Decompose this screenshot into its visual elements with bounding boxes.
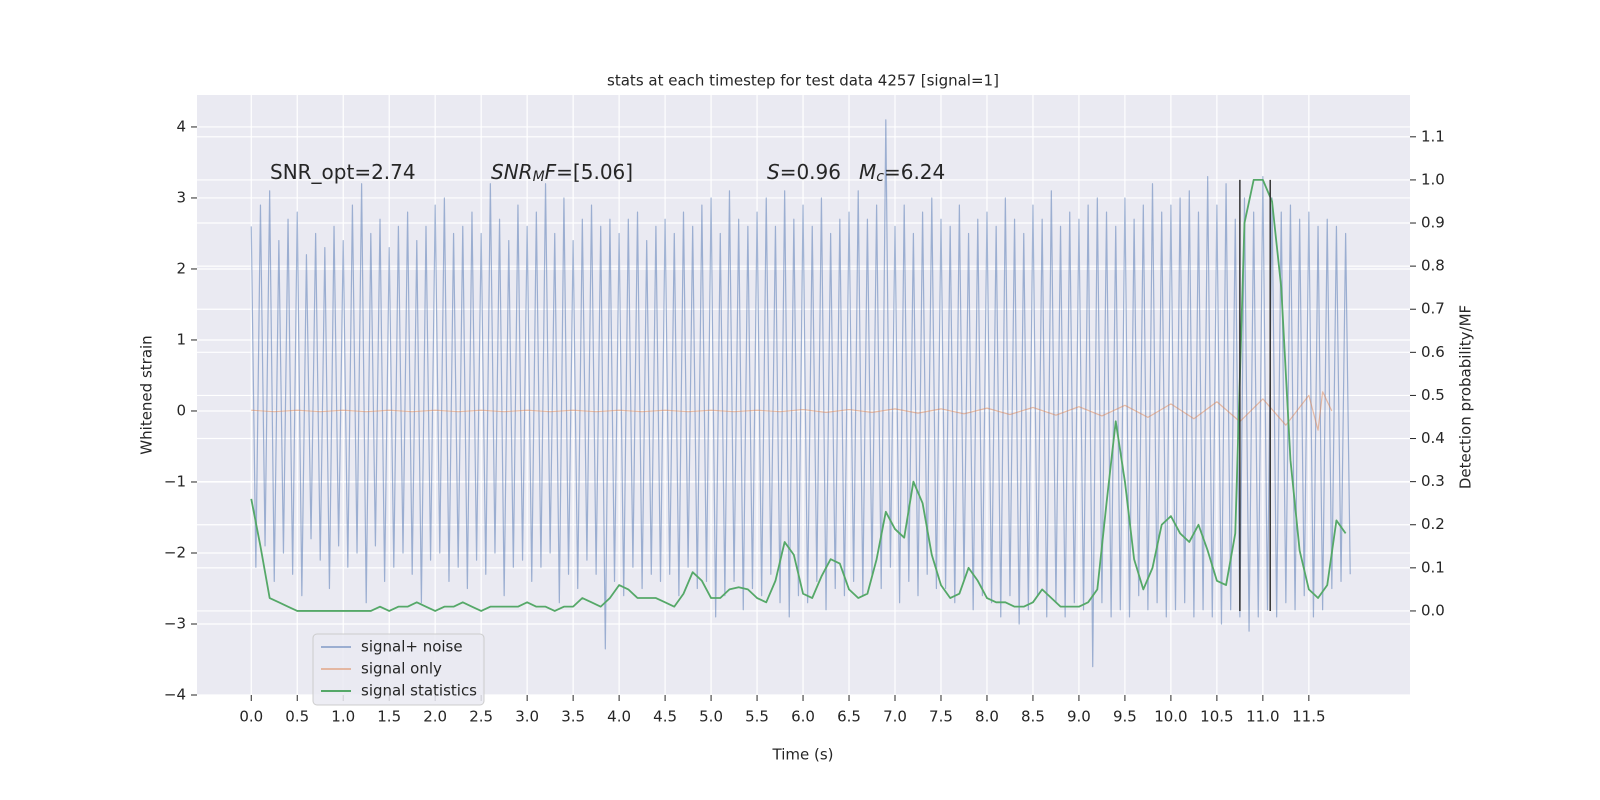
x-tick-label: 11.0 xyxy=(1246,708,1279,726)
x-tick-label: 0.5 xyxy=(285,708,309,726)
series-line xyxy=(250,119,1351,668)
annotation-part: =[5.06] xyxy=(556,160,633,184)
x-tick-label: 2.5 xyxy=(469,708,493,726)
x-tick-label: 11.5 xyxy=(1292,708,1325,726)
legend-label: signal+ noise xyxy=(361,638,463,656)
x-tick-label: 1.5 xyxy=(377,708,401,726)
labels: 0.0 0.5 1.0 1.5 2.0 2.5 3.0 3.5 4.0 4.5 5.0 5.5 6.0 6… xyxy=(164,117,1445,725)
x-tick-label: 4.0 xyxy=(607,708,631,726)
annotation-part: M xyxy=(859,160,876,184)
marks xyxy=(250,119,1351,668)
x-axis-label: Time (s) xyxy=(772,746,834,764)
y-tick-label: −4 xyxy=(164,686,186,704)
x-tick-label: 9.0 xyxy=(1067,708,1091,726)
annotation-part: SNR_opt=2.74 xyxy=(270,160,416,184)
annotation-part: =0.96 xyxy=(780,160,841,184)
y-tick-label: 4 xyxy=(176,117,186,135)
y2-axis-label: Detection probability/MF xyxy=(1457,305,1475,489)
x-tick-label: 3.0 xyxy=(515,708,539,726)
y-tick-label: 2 xyxy=(176,259,186,277)
series-line xyxy=(250,179,1347,612)
x-tick-label: 2.0 xyxy=(423,708,447,726)
y2-tick-label: 0.7 xyxy=(1421,300,1445,318)
annotation-part: =6.24 xyxy=(884,160,945,184)
y2-tick-label: 0.8 xyxy=(1421,257,1445,275)
y-tick-label: −1 xyxy=(164,472,186,490)
y2-tick-label: 0.2 xyxy=(1421,515,1445,533)
x-tick-label: 6.5 xyxy=(837,708,861,726)
legend-box xyxy=(312,633,485,706)
x-tick-label: 9.5 xyxy=(1113,708,1137,726)
x-tick-label: 1.0 xyxy=(331,708,355,726)
y2-tick-label: 0.0 xyxy=(1421,601,1445,619)
x-tick-label: 0.0 xyxy=(239,708,263,726)
x-tick-label: 4.5 xyxy=(653,708,677,726)
series-line xyxy=(251,391,1333,431)
x-tick-label: 5.5 xyxy=(745,708,769,726)
annotation: S=0.96 xyxy=(767,160,841,184)
x-tick-label: 8.0 xyxy=(975,708,999,726)
annotation-part: M xyxy=(533,169,545,185)
annotation-part: c xyxy=(876,169,884,185)
x-tick-label: 10.5 xyxy=(1200,708,1233,726)
y2-tick-label: 0.1 xyxy=(1421,558,1445,576)
x-tick-label: 10.0 xyxy=(1154,708,1187,726)
legend-label: signal only xyxy=(361,660,442,678)
x-tick-label: 7.0 xyxy=(883,708,907,726)
y-tick-label: 3 xyxy=(176,188,186,206)
y2-tick-label: 0.9 xyxy=(1421,214,1445,232)
y2-tick-label: 1.1 xyxy=(1421,127,1445,145)
annotation-part: S xyxy=(767,160,780,184)
y2-tick-label: 1.0 xyxy=(1421,170,1445,188)
annotation: SNR_opt=2.74 xyxy=(270,160,416,184)
y-axis-label: Whitened strain xyxy=(138,335,156,454)
x-tick-label: 7.5 xyxy=(929,708,953,726)
y2-tick-label: 0.6 xyxy=(1421,343,1445,361)
y2-tick-label: 0.3 xyxy=(1421,472,1445,490)
x-tick-label: 5.0 xyxy=(699,708,723,726)
chart-title: stats at each timestep for test data 425… xyxy=(607,72,999,90)
y-tick-label: 1 xyxy=(176,330,186,348)
annotation-part: SNR xyxy=(491,160,533,184)
y-tick-label: −2 xyxy=(164,543,186,561)
x-tick-label: 8.5 xyxy=(1021,708,1045,726)
y-tick-label: −3 xyxy=(164,614,186,632)
y-tick-label: 0 xyxy=(176,401,186,419)
annotation-part: F xyxy=(545,160,557,184)
y2-tick-label: 0.4 xyxy=(1421,429,1445,447)
annotation: SNRMF=[5.06] xyxy=(491,160,633,186)
y2-tick-label: 0.5 xyxy=(1421,386,1445,404)
x-tick-label: 6.0 xyxy=(791,708,815,726)
legend-label: signal statistics xyxy=(361,682,477,700)
x-tick-label: 3.5 xyxy=(561,708,585,726)
annotation: Mc=6.24 xyxy=(859,160,945,186)
